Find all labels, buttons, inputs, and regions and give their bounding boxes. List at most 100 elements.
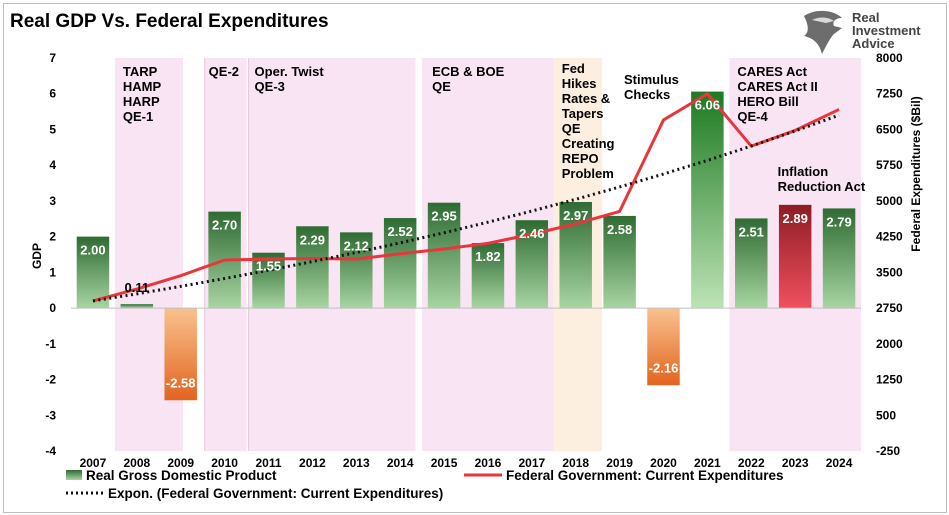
annotation-line: Problem (562, 166, 614, 181)
legend-label-gdp: Real Gross Domestic Product (86, 468, 277, 483)
gdp-data-label: 2.95 (431, 209, 456, 224)
chart-frame: Real GDP Vs. Federal Expenditures Real I… (3, 3, 947, 513)
annotation-line: REPO (562, 151, 599, 166)
left-axis-tick: -2 (45, 373, 56, 387)
annotation-line: QE (432, 79, 451, 94)
gdp-bar (120, 304, 154, 309)
expenditures-trendline (92, 113, 840, 303)
x-axis-tick: 2011 (255, 456, 281, 470)
gdp-bar (76, 236, 110, 309)
x-axis-tick: 2007 (80, 456, 107, 470)
axes: -4 -3 -2 -1 0 1 2 3 4 5 6 7 -250 500 1250 2000 2750 3500 4… (45, 51, 903, 470)
right-axis-tick: 7250 (876, 87, 903, 101)
right-axis-tick: 500 (876, 408, 896, 422)
gdp-data-label: 2.58 (607, 222, 632, 237)
annotation-line: Oper. Twist (255, 64, 325, 79)
logo-line-3: Advice (852, 36, 895, 51)
legend-label-trendline: Expon. (Federal Government: Current Expe… (108, 486, 443, 501)
annotation-line: TARP (123, 64, 158, 79)
gdp-data-label: 2.89 (783, 211, 808, 226)
logo-line-1: Real (852, 10, 879, 25)
gdp-bar (471, 243, 505, 309)
chart-title: Real GDP Vs. Federal Expenditures (10, 11, 329, 32)
gdp-bar (164, 308, 197, 401)
right-axis-tick: 5750 (876, 158, 903, 172)
left-axis-tick: 2 (49, 230, 56, 244)
annotation-line: Checks (624, 87, 670, 102)
annotation-line: CARES Act (737, 64, 807, 79)
gdp-data-label: 2.12 (344, 238, 369, 253)
annotation-line: QE-4 (737, 109, 768, 124)
gdp-bar (822, 208, 856, 309)
gdp-data-label: 2.46 (519, 226, 544, 241)
data-labels: 2.00 0.11 -2.58 2.70 1.55 2.29 2.12 2.52 2.95 1.8… (80, 98, 851, 391)
gdp-bar (691, 91, 724, 309)
gdp-data-label: 2.52 (388, 224, 413, 239)
x-axis-tick: 2013 (343, 456, 370, 470)
gdp-data-label: 2.70 (212, 218, 237, 233)
legend-swatch-gdp (66, 470, 82, 480)
gdp-bar (647, 308, 680, 386)
annotation-line: Rates & (562, 91, 610, 106)
annotation-line: QE-2 (209, 64, 239, 79)
annotation-line: HAMP (123, 79, 162, 94)
right-axis-title: Federal Expenditures ($Bil) (909, 96, 923, 251)
right-axis-tick: 3500 (876, 265, 903, 279)
x-axis-tick: 2024 (826, 456, 853, 470)
gdp-data-label: 6.06 (695, 98, 720, 113)
gdp-bar (603, 215, 636, 309)
x-axis-tick: 2017 (518, 456, 545, 470)
right-axis-tick: 4250 (876, 230, 903, 244)
gdp-data-label: 1.82 (475, 249, 500, 264)
gdp-bar (340, 232, 373, 309)
x-axis-tick: 2009 (167, 456, 194, 470)
annotation-line: QE-1 (123, 109, 153, 124)
right-axis-tick: 1250 (876, 373, 903, 387)
gdp-bar (735, 218, 768, 309)
gdp-bar (383, 218, 417, 309)
annotation-line: QE (562, 121, 581, 136)
x-axis-tick: 2022 (738, 456, 765, 470)
gdp-bar (252, 252, 285, 309)
annotation-line: Stimulus (624, 72, 679, 87)
right-axis-tick: 5000 (876, 194, 903, 208)
right-axis-tick: 2750 (876, 301, 903, 315)
gdp-data-label: 2.79 (826, 214, 851, 229)
expenditures-line (92, 92, 840, 303)
brand-logo: Real Investment Advice (804, 10, 921, 55)
gdp-data-label: 1.55 (256, 259, 281, 274)
right-axis-tick: -250 (876, 444, 900, 458)
annotation-line: Tapers (562, 106, 604, 121)
eagle-head-icon (804, 10, 842, 55)
gdp-bar (427, 202, 461, 309)
x-axis-tick: 2021 (694, 456, 721, 470)
x-axis-tick: 2016 (475, 456, 502, 470)
x-axis-tick: 2014 (387, 456, 414, 470)
x-axis-tick: 2008 (123, 456, 150, 470)
left-axis-tick: 0 (49, 301, 56, 315)
gdp-data-label: 0.11 (125, 280, 150, 295)
annotation-line: QE-3 (255, 79, 285, 94)
annotation-line: HARP (123, 94, 160, 109)
gdp-data-label: -2.16 (649, 360, 679, 375)
x-axis-tick: 2020 (650, 456, 677, 470)
gdp-data-label: -2.58 (166, 375, 196, 390)
annotation-line: Reduction Act (778, 179, 866, 194)
right-axis-tick: 2000 (876, 337, 903, 351)
left-axis-tick: 6 (49, 87, 56, 101)
left-axis-tick: 3 (49, 194, 56, 208)
legend-label-expenditures: Federal Government: Current Expenditures (506, 468, 784, 483)
x-axis-tick: 2010 (211, 456, 238, 470)
left-axis-tick: -1 (45, 337, 56, 351)
expenditure-lines (92, 92, 840, 303)
left-axis-tick: 7 (49, 51, 56, 65)
gdp-data-label: 2.00 (80, 243, 105, 258)
left-axis-tick: 4 (49, 158, 56, 172)
gdp-data-label: 2.29 (300, 232, 325, 247)
annotation-line: HERO Bill (737, 94, 798, 109)
